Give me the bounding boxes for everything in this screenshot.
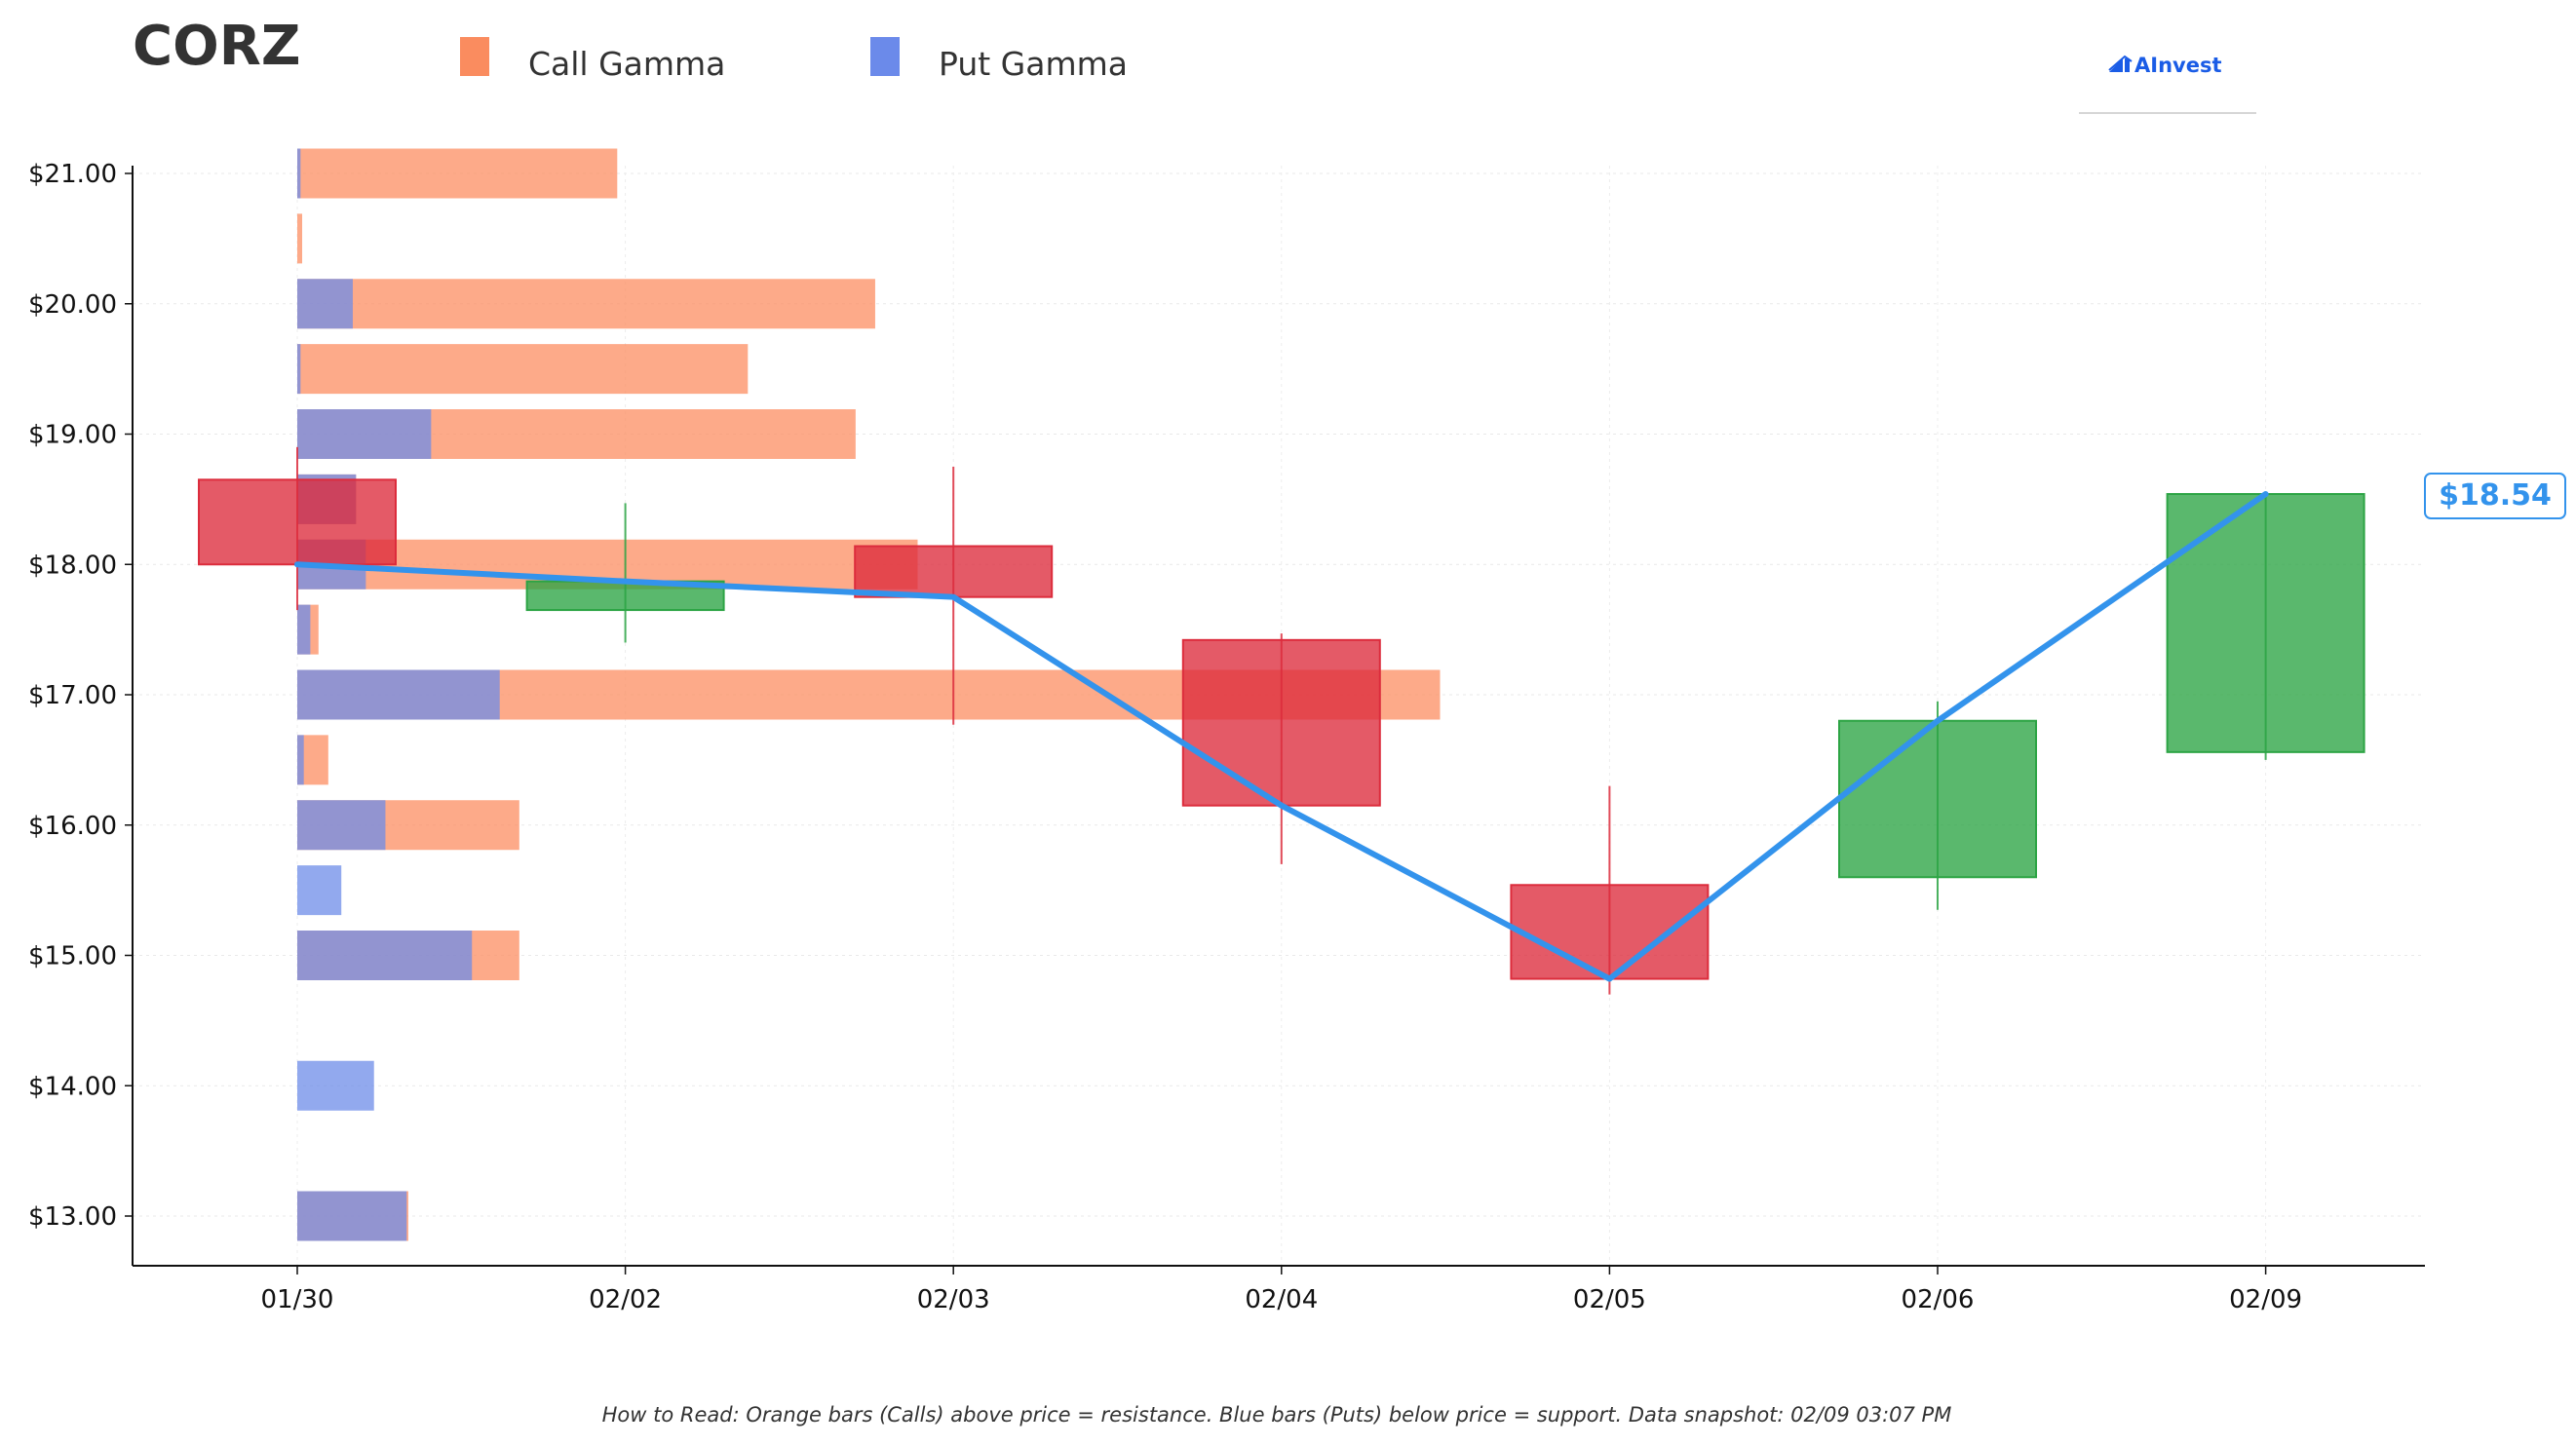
- y-tick-label: $18.00: [28, 551, 117, 580]
- price-line-path: [294, 491, 2269, 982]
- put-gamma-bar: [297, 1191, 407, 1241]
- legend: Call Gamma Put Gamma: [460, 37, 1128, 83]
- brand-logo: AInvest: [2079, 54, 2256, 114]
- candle-body: [854, 545, 1054, 598]
- legend-call-label: Call Gamma: [528, 45, 725, 83]
- put-gamma-bar: [297, 800, 386, 851]
- call-gamma-bar: [297, 279, 875, 329]
- legend-put-label: Put Gamma: [939, 45, 1128, 83]
- chart-title: CORZ: [133, 15, 300, 78]
- x-tick-label: 02/02: [589, 1285, 662, 1314]
- candle-body: [1838, 719, 2037, 879]
- candles: [198, 446, 2365, 995]
- put-gamma-bar: [297, 409, 432, 459]
- put-gamma-bar: [297, 865, 342, 916]
- legend-call-swatch: [460, 37, 489, 76]
- candle-body: [1510, 884, 1710, 980]
- put-gamma-bar: [297, 604, 311, 655]
- put-gamma-bar: [297, 931, 473, 980]
- x-tick-label: 01/30: [261, 1285, 334, 1314]
- x-tick-label: 02/04: [1245, 1285, 1318, 1314]
- current-price-value: $18.54: [2439, 478, 2552, 513]
- grid: [133, 166, 2425, 1266]
- axes: $13.00 $14.00 $15.00 $16.00 $17.00 $18.00 $19.…: [28, 160, 2425, 1314]
- x-tick-label: 02/09: [2229, 1285, 2302, 1314]
- candle-body: [1181, 638, 1381, 807]
- put-gamma-bar: [297, 148, 301, 199]
- candle-body: [198, 478, 397, 566]
- call-gamma-bar: [297, 148, 618, 199]
- put-gamma-bar: [297, 279, 353, 329]
- legend-put-swatch: [870, 37, 900, 76]
- x-tick-label: 02/06: [1902, 1285, 1975, 1314]
- brand-chart-icon: [2108, 55, 2133, 72]
- y-tick-label: $14.00: [28, 1072, 117, 1101]
- y-tick-label: $15.00: [28, 942, 117, 971]
- candle-body: [2166, 493, 2365, 753]
- x-tick-label: 02/03: [917, 1285, 990, 1314]
- y-tick-label: $13.00: [28, 1202, 117, 1232]
- brand-name: AInvest: [2134, 54, 2222, 77]
- y-tick-label: $17.00: [28, 681, 117, 710]
- put-gamma-bar: [297, 1060, 374, 1111]
- put-gamma-bar: [297, 669, 500, 720]
- current-price-box: [2424, 473, 2566, 519]
- price-line: [294, 491, 2269, 982]
- current-price-badge: $18.54: [2424, 473, 2566, 519]
- y-tick-label: $21.00: [28, 160, 117, 189]
- y-tick-label: $20.00: [28, 290, 117, 320]
- call-gamma-bar: [297, 213, 303, 264]
- put-gamma-bar: [297, 344, 301, 395]
- x-tick-label: 02/05: [1573, 1285, 1646, 1314]
- footer-note: How to Read: Orange bars (Calls) above p…: [602, 1403, 1952, 1427]
- put-gamma-bar: [297, 735, 304, 785]
- y-tick-label: $19.00: [28, 421, 117, 450]
- y-tick-label: $16.00: [28, 812, 117, 841]
- call-gamma-bar: [297, 344, 749, 395]
